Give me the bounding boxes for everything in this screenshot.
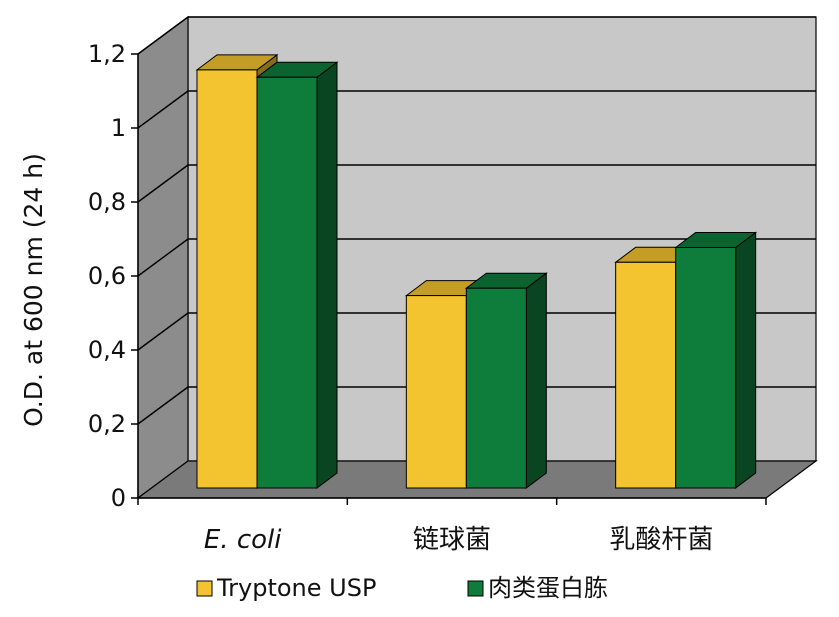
bar [196,69,258,489]
y-tick-label: 0,2 [88,410,126,438]
y-tick-label: 0,6 [88,262,126,290]
bar [405,295,467,489]
bar [465,287,527,489]
x-tick-label: 乳酸杆菌 [609,525,713,555]
y-tick-label: 1 [111,114,126,142]
bar [675,247,737,489]
y-tick-label: 1,2 [88,40,126,68]
side-gridline [137,312,189,351]
legend-swatch [467,580,484,597]
side-gridline [137,16,189,55]
bar-side [735,231,757,489]
side-gridline [137,386,189,425]
side-gridline [137,90,189,129]
bar [615,261,677,489]
bar-side [525,272,547,489]
legend-label: 肉类蛋白胨 [488,574,608,602]
y-axis-title: O.D. at 600 nm (24 h) [19,153,48,427]
x-tick-label: E. coli [204,525,282,555]
side-gridline [137,238,189,277]
legend-swatch [196,580,213,597]
y-tick-label: 0,8 [88,188,126,216]
bar-side [316,61,338,489]
y-tick-label: 0 [111,484,126,512]
side-gridline [137,164,189,203]
x-tick-label: 链球菌 [413,525,491,555]
bar [256,76,318,489]
y-tick-label: 0,4 [88,336,126,364]
legend-label: Tryptone USP [216,574,376,602]
